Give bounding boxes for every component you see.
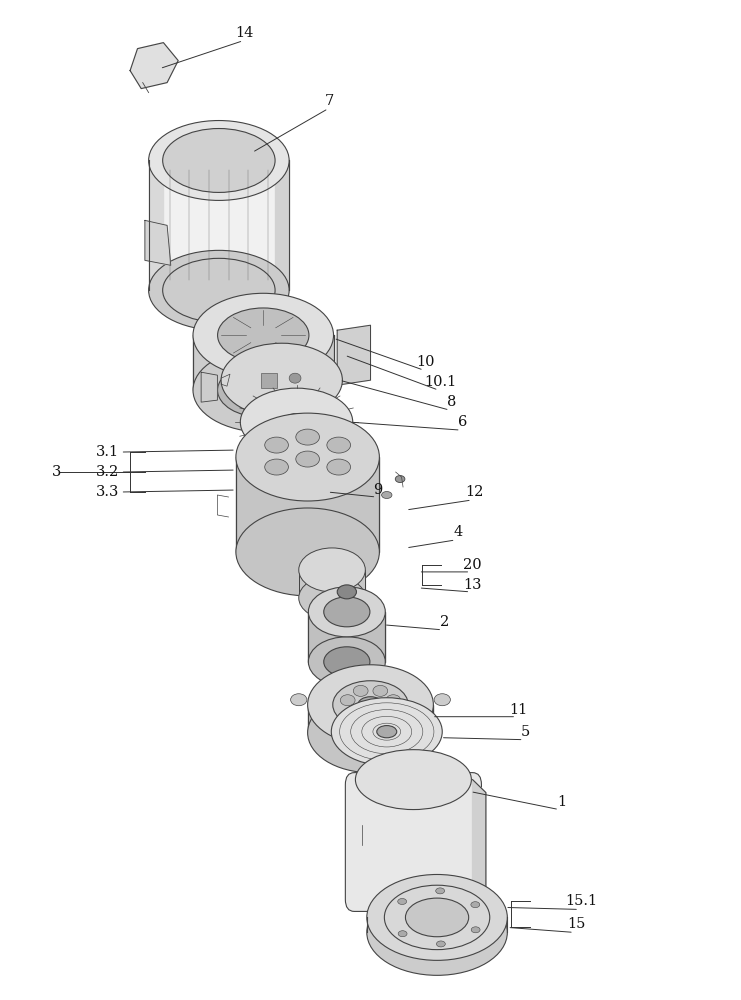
- Ellipse shape: [386, 695, 401, 706]
- FancyBboxPatch shape: [345, 773, 482, 911]
- Text: 3.1: 3.1: [96, 445, 119, 459]
- Text: 6: 6: [458, 415, 468, 429]
- Polygon shape: [130, 43, 178, 89]
- Text: 2: 2: [440, 615, 449, 629]
- Ellipse shape: [331, 698, 442, 766]
- Text: 15.1: 15.1: [565, 894, 597, 908]
- Text: 3: 3: [51, 465, 61, 479]
- Ellipse shape: [405, 898, 469, 937]
- Ellipse shape: [149, 121, 289, 200]
- Ellipse shape: [308, 693, 433, 773]
- Ellipse shape: [149, 250, 289, 330]
- Ellipse shape: [373, 685, 388, 696]
- Polygon shape: [149, 160, 289, 290]
- Ellipse shape: [299, 576, 365, 620]
- Polygon shape: [299, 570, 365, 598]
- Text: 13: 13: [463, 578, 482, 592]
- Polygon shape: [149, 160, 163, 290]
- Ellipse shape: [434, 694, 451, 706]
- Text: 14: 14: [236, 26, 254, 40]
- Polygon shape: [275, 160, 289, 290]
- Ellipse shape: [265, 437, 288, 453]
- Bar: [261, 373, 277, 388]
- Ellipse shape: [236, 508, 379, 596]
- Ellipse shape: [308, 637, 385, 687]
- Text: 3.2: 3.2: [96, 465, 119, 479]
- Ellipse shape: [471, 927, 480, 933]
- Ellipse shape: [265, 459, 288, 475]
- Text: 4: 4: [453, 525, 462, 539]
- Ellipse shape: [163, 129, 275, 192]
- Polygon shape: [337, 325, 370, 385]
- Ellipse shape: [324, 647, 370, 677]
- Text: 20: 20: [463, 558, 482, 572]
- Polygon shape: [193, 335, 333, 390]
- Ellipse shape: [376, 726, 396, 738]
- Ellipse shape: [193, 348, 333, 432]
- Text: 10.1: 10.1: [425, 375, 457, 389]
- Ellipse shape: [324, 597, 370, 627]
- Ellipse shape: [367, 874, 508, 960]
- Ellipse shape: [289, 373, 301, 383]
- Text: 1: 1: [556, 795, 566, 809]
- Ellipse shape: [308, 665, 433, 745]
- Ellipse shape: [340, 695, 355, 706]
- Text: 10: 10: [416, 355, 435, 369]
- Ellipse shape: [327, 459, 350, 475]
- Text: 7: 7: [325, 94, 334, 108]
- Text: 5: 5: [521, 725, 531, 739]
- Ellipse shape: [353, 685, 368, 696]
- Polygon shape: [201, 372, 217, 402]
- Ellipse shape: [299, 548, 365, 592]
- Text: 15: 15: [567, 917, 585, 931]
- Text: 3.3: 3.3: [96, 485, 119, 499]
- Polygon shape: [473, 780, 486, 907]
- Ellipse shape: [290, 694, 307, 706]
- Ellipse shape: [356, 750, 471, 810]
- Ellipse shape: [221, 343, 342, 417]
- Polygon shape: [236, 457, 379, 552]
- Text: 9: 9: [373, 483, 382, 497]
- Text: 11: 11: [509, 703, 528, 717]
- Ellipse shape: [308, 587, 385, 637]
- Ellipse shape: [236, 413, 379, 501]
- Ellipse shape: [398, 931, 407, 937]
- Ellipse shape: [218, 363, 309, 417]
- Ellipse shape: [240, 388, 353, 456]
- Ellipse shape: [193, 293, 333, 377]
- Text: 8: 8: [447, 395, 456, 409]
- Ellipse shape: [333, 681, 408, 729]
- Polygon shape: [308, 705, 433, 733]
- Ellipse shape: [471, 902, 479, 908]
- Polygon shape: [145, 220, 171, 265]
- Ellipse shape: [282, 414, 310, 431]
- Ellipse shape: [436, 941, 445, 947]
- Ellipse shape: [296, 429, 319, 445]
- Ellipse shape: [358, 697, 383, 713]
- Ellipse shape: [398, 898, 407, 904]
- Ellipse shape: [367, 889, 508, 975]
- Ellipse shape: [296, 451, 319, 467]
- Ellipse shape: [218, 308, 309, 362]
- Ellipse shape: [327, 437, 350, 453]
- Ellipse shape: [337, 585, 356, 599]
- Ellipse shape: [382, 492, 392, 499]
- Polygon shape: [308, 612, 385, 662]
- Ellipse shape: [436, 888, 445, 894]
- Text: 12: 12: [465, 485, 483, 499]
- Ellipse shape: [395, 476, 405, 483]
